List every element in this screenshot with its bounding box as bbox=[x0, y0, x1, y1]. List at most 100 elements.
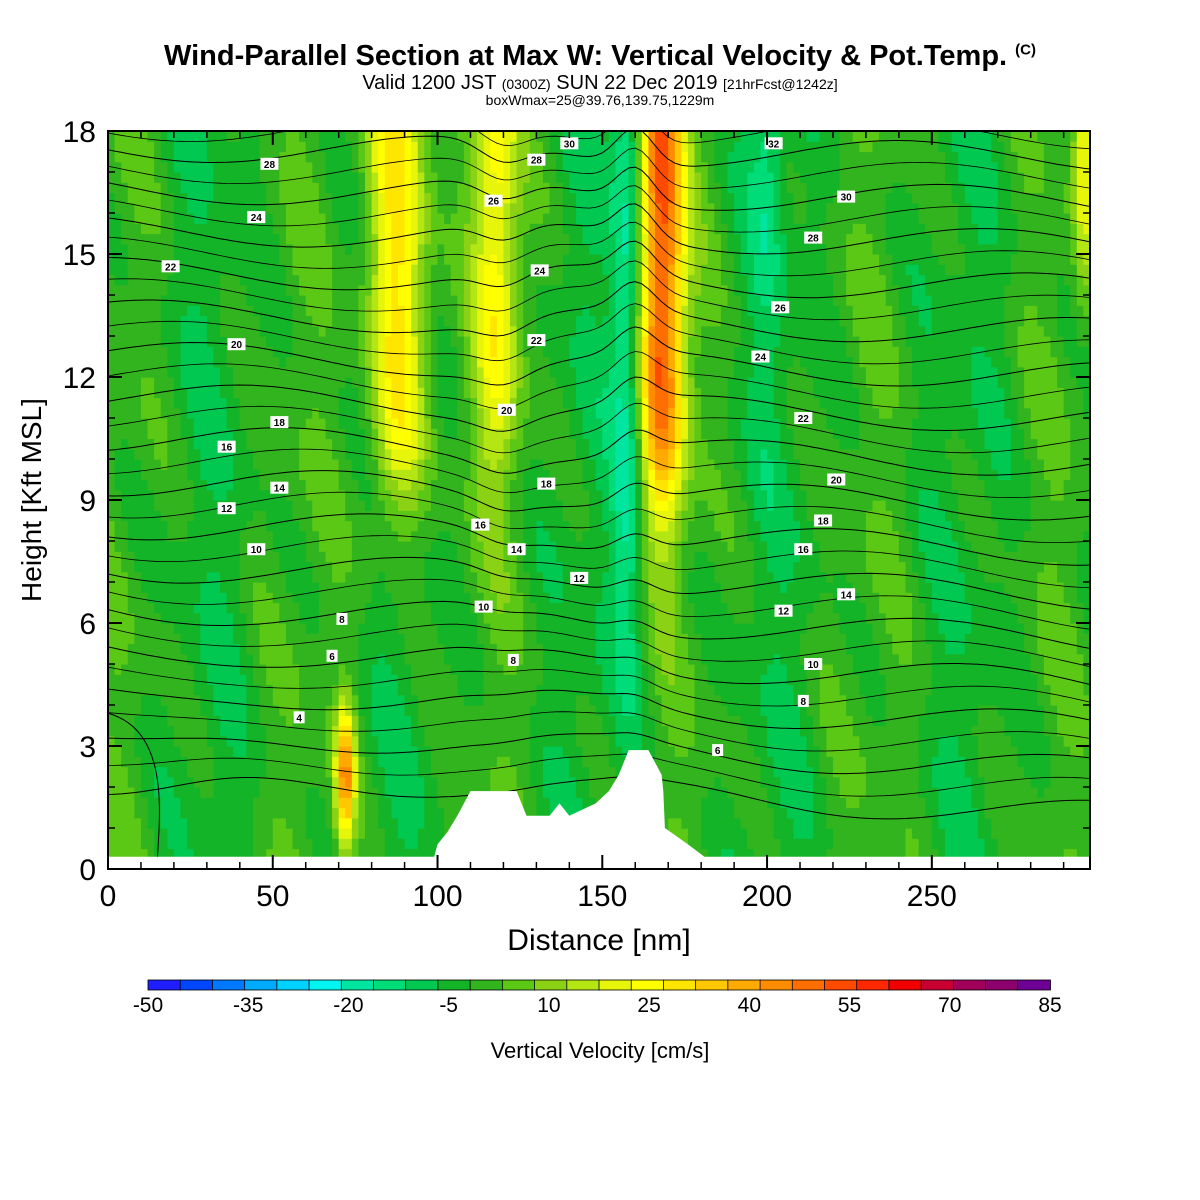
w-cell bbox=[259, 172, 267, 183]
w-cell bbox=[345, 202, 353, 214]
w-cell bbox=[233, 756, 241, 768]
w-cell bbox=[160, 233, 168, 245]
w-cell bbox=[154, 735, 162, 747]
w-cell bbox=[147, 541, 155, 552]
w-cell bbox=[318, 346, 327, 358]
w-cell bbox=[127, 684, 135, 696]
w-cell bbox=[444, 223, 452, 235]
w-cell bbox=[384, 756, 392, 768]
w-cell bbox=[490, 623, 498, 634]
w-cell bbox=[437, 141, 445, 153]
w-cell bbox=[305, 284, 313, 296]
w-cell bbox=[213, 366, 221, 378]
w-cell bbox=[542, 715, 551, 727]
w-cell bbox=[351, 428, 360, 440]
w-cell bbox=[345, 787, 353, 798]
w-cell bbox=[272, 797, 280, 809]
w-cell bbox=[121, 438, 129, 450]
w-cell bbox=[556, 674, 564, 686]
w-cell bbox=[371, 541, 379, 552]
w-cell bbox=[167, 551, 175, 563]
w-cell bbox=[345, 254, 353, 265]
w-cell bbox=[108, 418, 116, 429]
w-cell bbox=[200, 377, 208, 388]
w-cell bbox=[516, 387, 524, 399]
w-cell bbox=[108, 284, 116, 296]
w-cell bbox=[503, 582, 511, 593]
w-cell bbox=[226, 530, 234, 542]
w-cell bbox=[252, 325, 261, 337]
w-cell bbox=[457, 202, 465, 214]
w-cell bbox=[536, 161, 544, 173]
w-cell bbox=[213, 746, 221, 757]
w-cell bbox=[285, 664, 294, 675]
w-cell bbox=[490, 602, 498, 614]
w-cell bbox=[536, 633, 544, 645]
w-cell bbox=[193, 582, 201, 593]
w-cell bbox=[108, 756, 116, 768]
w-cell bbox=[345, 653, 353, 665]
w-cell bbox=[127, 541, 135, 552]
w-cell bbox=[536, 623, 544, 634]
w-cell bbox=[108, 438, 116, 450]
w-cell bbox=[562, 664, 570, 675]
w-cell bbox=[391, 561, 399, 573]
w-cell bbox=[496, 315, 505, 327]
w-cell bbox=[365, 141, 373, 153]
w-cell bbox=[483, 582, 491, 593]
w-cell bbox=[154, 243, 162, 255]
w-cell bbox=[536, 397, 544, 409]
w-cell bbox=[384, 725, 392, 737]
w-cell bbox=[259, 674, 267, 686]
w-cell bbox=[213, 612, 221, 624]
w-cell bbox=[516, 479, 524, 491]
w-cell bbox=[154, 202, 162, 214]
w-cell bbox=[351, 141, 360, 153]
w-cell bbox=[496, 510, 505, 522]
w-cell bbox=[510, 428, 518, 440]
w-cell bbox=[154, 561, 162, 573]
w-cell bbox=[424, 848, 432, 860]
w-cell bbox=[213, 202, 221, 214]
w-cell bbox=[516, 233, 524, 245]
w-cell bbox=[483, 571, 491, 583]
w-cell bbox=[305, 202, 313, 214]
w-cell bbox=[160, 315, 168, 327]
w-cell bbox=[332, 141, 340, 153]
w-cell bbox=[477, 284, 485, 296]
w-cell bbox=[114, 377, 122, 388]
w-cell bbox=[233, 418, 241, 429]
w-cell bbox=[338, 520, 346, 532]
w-cell bbox=[279, 325, 287, 337]
w-cell bbox=[239, 653, 247, 665]
w-cell bbox=[266, 284, 274, 296]
w-cell bbox=[325, 315, 333, 327]
w-cell bbox=[160, 213, 168, 224]
w-cell bbox=[154, 161, 162, 173]
w-cell bbox=[351, 254, 360, 265]
w-cell bbox=[536, 366, 544, 378]
w-cell bbox=[444, 561, 452, 573]
w-cell bbox=[233, 746, 241, 757]
w-cell bbox=[397, 551, 406, 563]
w-cell bbox=[285, 407, 294, 419]
w-cell bbox=[312, 592, 320, 604]
w-cell bbox=[391, 202, 399, 214]
w-cell bbox=[444, 643, 452, 655]
w-cell bbox=[140, 633, 149, 645]
w-cell bbox=[226, 223, 234, 235]
w-cell bbox=[213, 459, 221, 470]
w-cell bbox=[299, 336, 307, 347]
w-cell bbox=[252, 295, 261, 306]
w-cell bbox=[299, 766, 307, 778]
w-cell bbox=[365, 602, 373, 614]
w-cell bbox=[266, 428, 274, 440]
w-cell bbox=[529, 510, 537, 522]
w-cell bbox=[121, 623, 129, 634]
w-cell bbox=[496, 715, 505, 727]
w-cell bbox=[332, 428, 340, 440]
w-cell bbox=[187, 643, 195, 655]
w-cell bbox=[127, 479, 135, 491]
w-cell bbox=[206, 541, 215, 552]
w-cell bbox=[430, 776, 439, 788]
